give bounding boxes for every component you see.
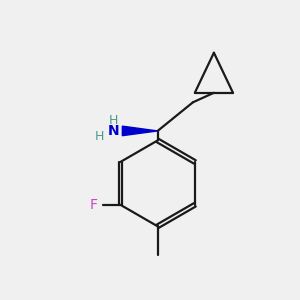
Text: F: F: [90, 198, 98, 212]
Text: N: N: [108, 124, 120, 138]
Text: H: H: [95, 130, 104, 143]
Polygon shape: [122, 126, 158, 136]
Text: H: H: [109, 114, 119, 127]
